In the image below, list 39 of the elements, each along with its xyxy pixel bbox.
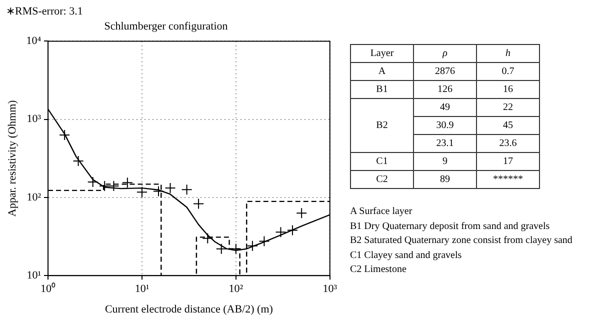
- text: 126: [438, 84, 452, 95]
- text: ******: [493, 174, 523, 185]
- text: 30.9: [436, 120, 454, 131]
- text: 45: [503, 120, 513, 131]
- y-axis-title: Appar. resistivity (Ohmm): [6, 100, 18, 217]
- text: 23.6: [499, 138, 517, 149]
- y-tick-label: 10³: [26, 113, 42, 126]
- x-tick-label: 10¹: [134, 283, 150, 296]
- text: B1 Dry Quaternary deposit from sand and gravels: [350, 220, 551, 234]
- chart-title: Schlumberger configuration: [104, 20, 228, 32]
- y-tick-label: 10⁴: [26, 35, 42, 48]
- text: ∗RMS-error: 3.1: [6, 5, 83, 18]
- text: A Surface layer: [350, 205, 414, 219]
- text: C1 Clayey sand and gravels: [350, 248, 463, 262]
- category-label: A: [378, 66, 386, 77]
- x-tick-label: 10⁰: [40, 282, 56, 296]
- text: 49: [440, 102, 450, 113]
- text: 2876: [435, 66, 455, 77]
- text: 23.1: [436, 138, 454, 149]
- text: Layer: [350, 44, 414, 62]
- text: 9: [442, 156, 448, 167]
- category-label: ρ: [414, 44, 476, 62]
- category-label: B1: [376, 84, 388, 95]
- y-tick-label: 10²: [26, 191, 42, 204]
- text: 89: [440, 174, 450, 185]
- text: 22: [503, 102, 513, 113]
- category-label: h: [476, 44, 540, 62]
- category-label: C2: [376, 174, 388, 185]
- text: 17: [503, 156, 513, 167]
- text: 0.7: [502, 66, 514, 77]
- text: B2 Saturated Quaternary zone consist from clayey sand: [350, 234, 572, 248]
- x-tick-label: 10³: [322, 283, 338, 296]
- category-label: B2: [376, 120, 388, 131]
- x-axis-title: Current electrode distance (AB/2) (m): [104, 303, 274, 316]
- x-tick-label: 10²: [228, 283, 244, 296]
- text: 16: [503, 84, 513, 95]
- text: C2 Limestone: [350, 263, 408, 277]
- category-label: C1: [376, 156, 388, 167]
- y-tick-label: 10¹: [26, 269, 42, 282]
